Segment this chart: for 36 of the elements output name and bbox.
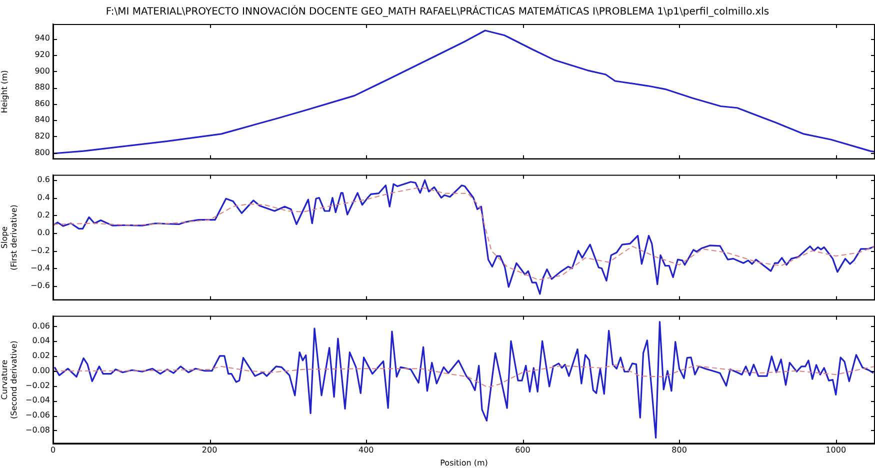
y-tick-label: 940 (34, 34, 50, 43)
y-axis-title: Curvature (Second derivative) (0, 340, 18, 419)
y-tick-label: −0.4 (30, 263, 50, 272)
y-tick-label: 0.02 (32, 351, 50, 360)
y-tick-label: 900 (34, 66, 50, 76)
y-tick-label: 0.2 (37, 210, 50, 220)
y-tick-label: 0.0 (37, 228, 50, 238)
x-tick-label: 600 (515, 446, 530, 455)
y-tick-label: 0.06 (32, 321, 50, 330)
y-axis-title: Height (m) (0, 70, 9, 114)
y-tick-label: 0.00 (32, 366, 50, 375)
y-tick-label: −0.06 (25, 410, 50, 420)
y-tick-label: −0.08 (25, 425, 50, 434)
y-tick-label: 880 (34, 82, 50, 92)
y-tick-label: 0.6 (37, 175, 50, 184)
x-tick-label: 0 (50, 446, 56, 455)
y-tick-label: 920 (34, 50, 50, 60)
y-tick-label: 800 (34, 148, 50, 157)
y-tick-label: −0.6 (30, 281, 50, 290)
x-tick-label: 400 (358, 446, 374, 455)
y-tick-label: −0.2 (30, 246, 50, 255)
x-axis-title: Position (m) (440, 458, 488, 468)
x-tick-label: 1000 (826, 446, 846, 455)
y-tick-label: 820 (34, 131, 50, 140)
y-axis-title: Slope (First derivative) (0, 204, 18, 270)
y-tick-label: −0.02 (25, 380, 50, 390)
y-tick-label: 860 (34, 98, 50, 108)
x-tick-label: 200 (202, 446, 218, 455)
line-series (53, 186, 875, 280)
y-tick-label: 0.4 (37, 192, 50, 202)
chart-title: F:\MI MATERIAL\PROYECTO INNOVACIÓN DOCENTE GEO_MATH RAFAEL\PRÁCTICAS MATEMÁTICAS I\PROBLEMA 1\p1\perfil_colmillo.xls (106, 4, 770, 18)
y-tick-label: −0.04 (25, 396, 50, 405)
y-tick-label: 840 (34, 115, 50, 124)
y-tick-label: 0.04 (32, 336, 50, 346)
x-tick-label: 800 (672, 446, 687, 455)
line-series (53, 364, 875, 388)
